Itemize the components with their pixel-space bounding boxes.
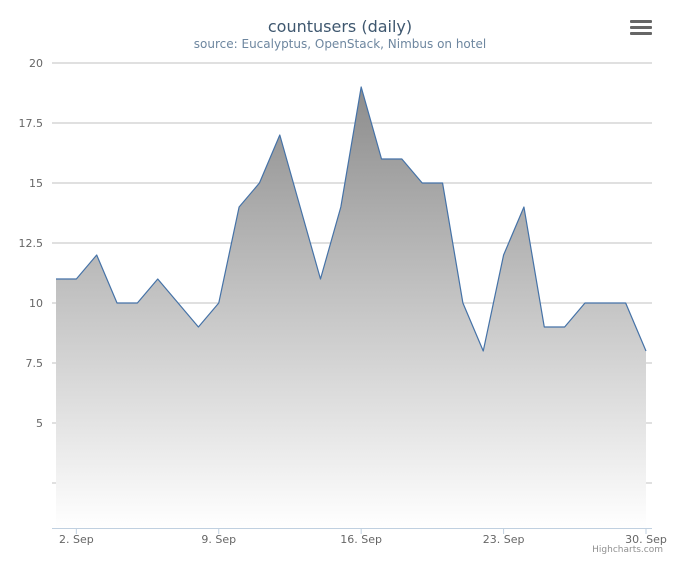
data-point xyxy=(441,181,445,185)
data-point xyxy=(542,325,546,329)
y-tick-label: 7.5 xyxy=(26,357,44,370)
credits-link[interactable]: Highcharts.com xyxy=(592,545,663,555)
series-line xyxy=(56,86,647,352)
data-point xyxy=(54,277,58,281)
data-point xyxy=(257,181,261,185)
data-point xyxy=(522,205,526,209)
area-fill xyxy=(56,87,646,528)
area-series xyxy=(54,85,648,528)
y-tick-label: 17.5 xyxy=(19,117,44,130)
y-tick-label: 5 xyxy=(36,417,43,430)
data-point xyxy=(318,277,322,281)
data-point xyxy=(644,349,648,353)
data-point xyxy=(359,85,363,89)
data-point xyxy=(237,205,241,209)
data-point xyxy=(278,133,282,137)
data-point xyxy=(156,277,160,281)
y-tick-label: 15 xyxy=(29,177,43,190)
x-tick-label: 30. Sep xyxy=(625,533,667,546)
x-tick-label: 2. Sep xyxy=(59,533,94,546)
data-point xyxy=(217,301,221,305)
hamburger-menu-icon[interactable] xyxy=(630,20,652,38)
data-point xyxy=(502,253,506,257)
x-tick-label: 16. Sep xyxy=(340,533,382,546)
data-point xyxy=(95,253,99,257)
data-point xyxy=(420,181,424,185)
data-point xyxy=(135,301,139,305)
data-point xyxy=(583,301,587,305)
y-tick-label: 12.5 xyxy=(19,237,44,250)
data-point xyxy=(380,157,384,161)
data-point xyxy=(603,301,607,305)
chart-title: countusers (daily) xyxy=(267,17,413,36)
data-point xyxy=(481,349,485,353)
y-tick-label: 10 xyxy=(29,297,43,310)
y-tick-label: 20 xyxy=(29,57,43,70)
x-tick-label: 9. Sep xyxy=(201,533,236,546)
data-point xyxy=(115,301,119,305)
data-point xyxy=(176,301,180,305)
data-point xyxy=(461,301,465,305)
data-point xyxy=(624,301,628,305)
chart-subtitle: source: Eucalyptus, OpenStack, Nimbus on… xyxy=(193,37,487,51)
data-point xyxy=(400,157,404,161)
data-point xyxy=(196,325,200,329)
data-point xyxy=(563,325,567,329)
data-point xyxy=(298,205,302,209)
data-point xyxy=(339,205,343,209)
data-point xyxy=(74,277,78,281)
axes: 5 7.5 10 12.5 15 17.5 20 2. Sep 9. Sep 16. Sep 23.… xyxy=(19,57,667,546)
x-tick-label: 23. Sep xyxy=(483,533,525,546)
